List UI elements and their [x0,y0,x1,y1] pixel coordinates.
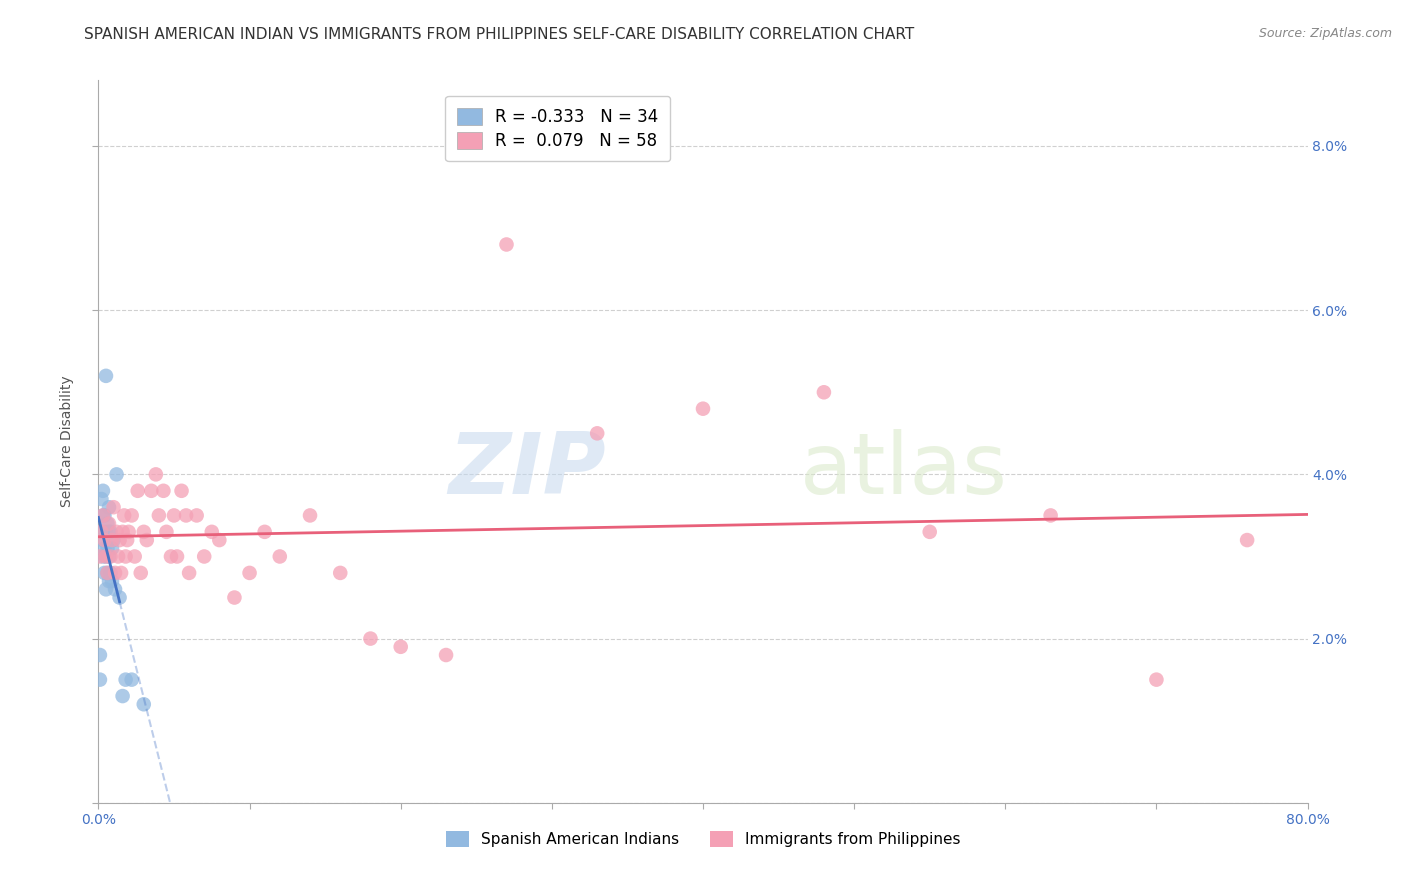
Point [93,533,115,547]
Point [100,524,122,539]
Point [89,549,111,564]
Point [253,524,276,539]
Point [89,648,111,662]
Point [269,549,291,564]
Point [96,566,118,580]
Point [166,549,188,564]
Point [299,508,322,523]
Point [127,483,149,498]
Point [96,516,118,531]
Point [329,566,352,580]
Point [94,524,117,539]
Text: atlas: atlas [800,429,1008,512]
Point [93,508,115,523]
Point [100,566,122,580]
Point [1236,533,1258,547]
Point [91,549,114,564]
Point [389,640,412,654]
Point [145,467,167,482]
Point [94,582,117,597]
Point [101,533,124,547]
Point [110,566,132,580]
Point [129,566,152,580]
Point [101,574,124,588]
Legend: Spanish American Indians, Immigrants from Philippines: Spanish American Indians, Immigrants fro… [440,825,966,853]
Point [121,673,143,687]
Point [152,483,174,498]
Point [98,574,121,588]
Point [586,426,609,441]
Point [94,549,117,564]
Point [114,549,136,564]
Point [224,591,246,605]
Y-axis label: Self-Care Disability: Self-Care Disability [60,376,75,508]
Point [360,632,382,646]
Point [105,467,128,482]
Point [174,508,197,523]
Point [91,483,114,498]
Point [186,508,208,523]
Point [93,566,115,580]
Point [91,508,114,523]
Point [132,698,155,712]
Point [813,385,835,400]
Point [100,549,122,564]
Point [692,401,714,416]
Point [132,524,155,539]
Point [107,549,129,564]
Point [155,524,177,539]
Point [124,549,146,564]
Point [94,549,117,564]
Point [148,508,170,523]
Point [115,533,138,547]
Point [96,541,118,556]
Point [103,533,125,547]
Point [98,549,121,564]
Point [98,524,121,539]
Point [111,524,134,539]
Point [118,524,141,539]
Point [918,524,941,539]
Point [104,582,127,597]
Point [94,368,117,383]
Point [89,673,111,687]
Point [98,500,121,515]
Text: SPANISH AMERICAN INDIAN VS IMMIGRANTS FROM PHILIPPINES SELF-CARE DISABILITY CORR: SPANISH AMERICAN INDIAN VS IMMIGRANTS FR… [84,27,915,42]
Point [179,566,201,580]
Point [141,483,163,498]
Point [201,524,224,539]
Point [91,533,114,547]
Point [103,500,125,515]
Point [108,533,131,547]
Point [208,533,231,547]
Point [101,541,124,556]
Point [90,524,112,539]
Point [104,566,127,580]
Point [98,516,121,531]
Point [121,508,143,523]
Point [495,237,517,252]
Point [1144,673,1167,687]
Point [105,524,128,539]
Point [90,524,112,539]
Point [163,508,186,523]
Point [135,533,157,547]
Point [108,591,131,605]
Point [91,508,114,523]
Text: Source: ZipAtlas.com: Source: ZipAtlas.com [1258,27,1392,40]
Point [112,508,135,523]
Point [160,549,183,564]
Point [90,491,112,506]
Point [111,689,134,703]
Point [434,648,457,662]
Point [170,483,193,498]
Point [1039,508,1062,523]
Point [93,541,115,556]
Text: ZIP: ZIP [449,429,606,512]
Point [193,549,215,564]
Point [96,566,118,580]
Point [239,566,262,580]
Point [114,673,136,687]
